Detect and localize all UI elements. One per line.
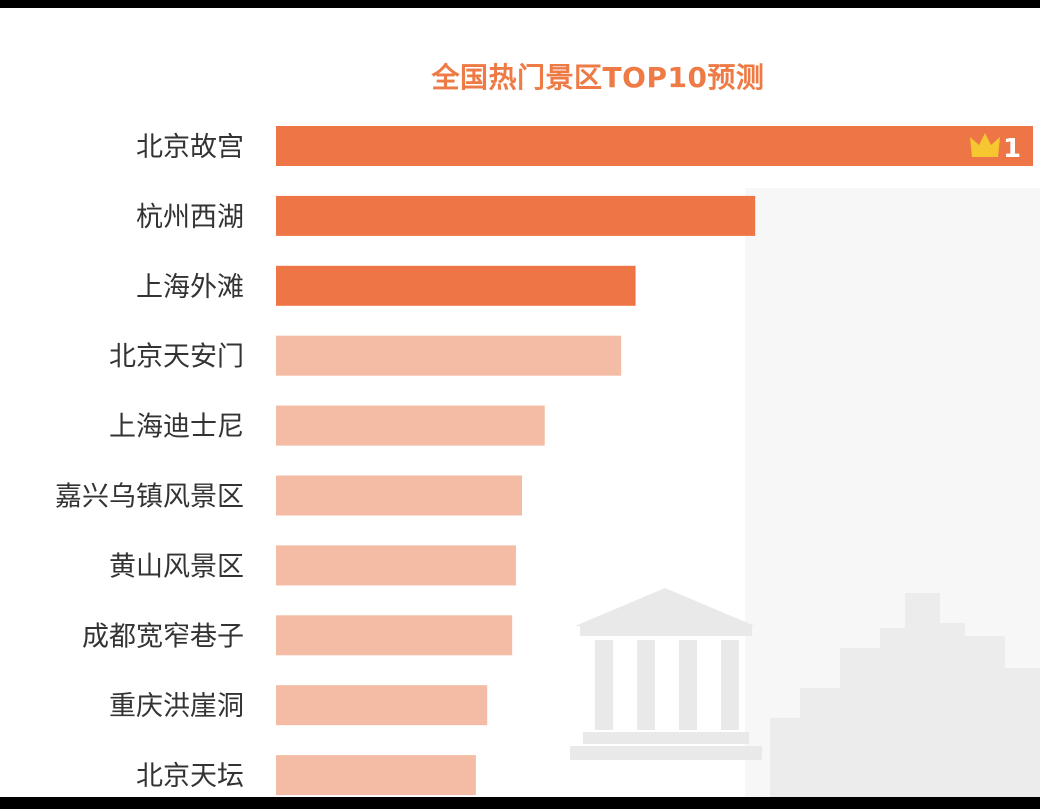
bar-2: [276, 195, 756, 236]
category-label: 黄山风景区: [109, 551, 244, 582]
bar-1: [276, 126, 1033, 166]
bar-5: [276, 405, 545, 446]
temple-icon: [570, 588, 762, 760]
category-label: 北京天安门: [109, 342, 244, 373]
category-label: 成都宽窄巷子: [82, 621, 244, 652]
rank-badge-number: 1: [1003, 134, 1021, 164]
bar-8: [276, 615, 513, 656]
bar-3: [276, 265, 636, 306]
category-label: 杭州西湖: [136, 202, 244, 233]
chart-title: 全国热门景区TOP10预测: [431, 61, 765, 94]
screen-bottom-bar: [0, 797, 1040, 809]
chart-frame: 北京故宫杭州西湖上海外滩北京天安门上海迪士尼嘉兴乌镇风景区黄山风景区成都宽窄巷子…: [0, 8, 1040, 797]
chart: 北京故宫杭州西湖上海外滩北京天安门上海迪士尼嘉兴乌镇风景区黄山风景区成都宽窄巷子…: [55, 126, 1040, 797]
bar-10: [276, 755, 476, 796]
category-label: 上海外滩: [136, 272, 244, 303]
crown-icon: [970, 133, 1000, 157]
category-label: 重庆洪崖洞: [109, 691, 244, 722]
bar-9: [276, 685, 488, 726]
bar-4: [276, 335, 622, 376]
background-decoration: [570, 188, 1040, 797]
category-label: 北京故宫: [136, 132, 244, 163]
category-label: 嘉兴乌镇风景区: [55, 482, 244, 513]
skyline-shape: [770, 593, 1040, 797]
bar-6: [276, 475, 523, 516]
bar-7: [276, 545, 516, 586]
category-label: 北京天坛: [136, 761, 244, 792]
category-label: 上海迪士尼: [109, 412, 244, 443]
